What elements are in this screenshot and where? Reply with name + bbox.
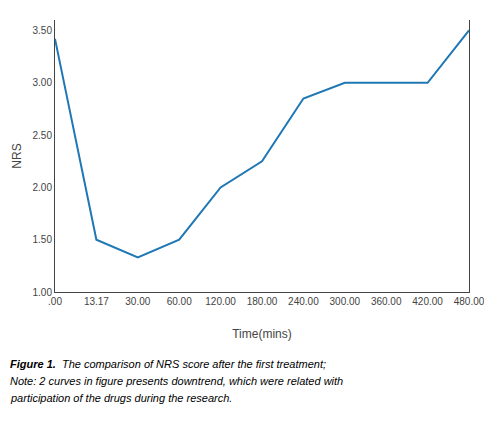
- svg-text:420.00: 420.00: [412, 296, 443, 307]
- svg-text:NRS: NRS: [10, 143, 24, 168]
- svg-text:Time(mins): Time(mins): [232, 327, 292, 341]
- svg-text:240.00: 240.00: [288, 296, 319, 307]
- svg-text:300.00: 300.00: [330, 296, 361, 307]
- svg-text:1.00: 1.00: [33, 287, 53, 298]
- svg-text:13.17: 13.17: [84, 296, 109, 307]
- svg-text:30.00: 30.00: [125, 296, 150, 307]
- svg-text:Note: 2 curves in figure prese: Note: 2 curves in figure presents downtr…: [10, 375, 343, 387]
- svg-text:Figure 1. The comparison of N: Figure 1. The comparison of NRS score af…: [10, 358, 326, 370]
- svg-text:2.50: 2.50: [33, 130, 53, 141]
- svg-text:.00: .00: [48, 296, 62, 307]
- svg-text:60.00: 60.00: [167, 296, 192, 307]
- svg-text:120.00: 120.00: [205, 296, 236, 307]
- svg-text:1.50: 1.50: [33, 234, 53, 245]
- svg-text:360.00: 360.00: [371, 296, 402, 307]
- svg-text:480.00: 480.00: [454, 296, 484, 307]
- svg-text:3.00: 3.00: [33, 77, 53, 88]
- svg-text:180.00: 180.00: [247, 296, 278, 307]
- svg-text:2.00: 2.00: [33, 182, 53, 193]
- svg-text:participation of the drugs dur: participation of the drugs during the re…: [10, 392, 232, 404]
- svg-text:3.50: 3.50: [33, 25, 53, 36]
